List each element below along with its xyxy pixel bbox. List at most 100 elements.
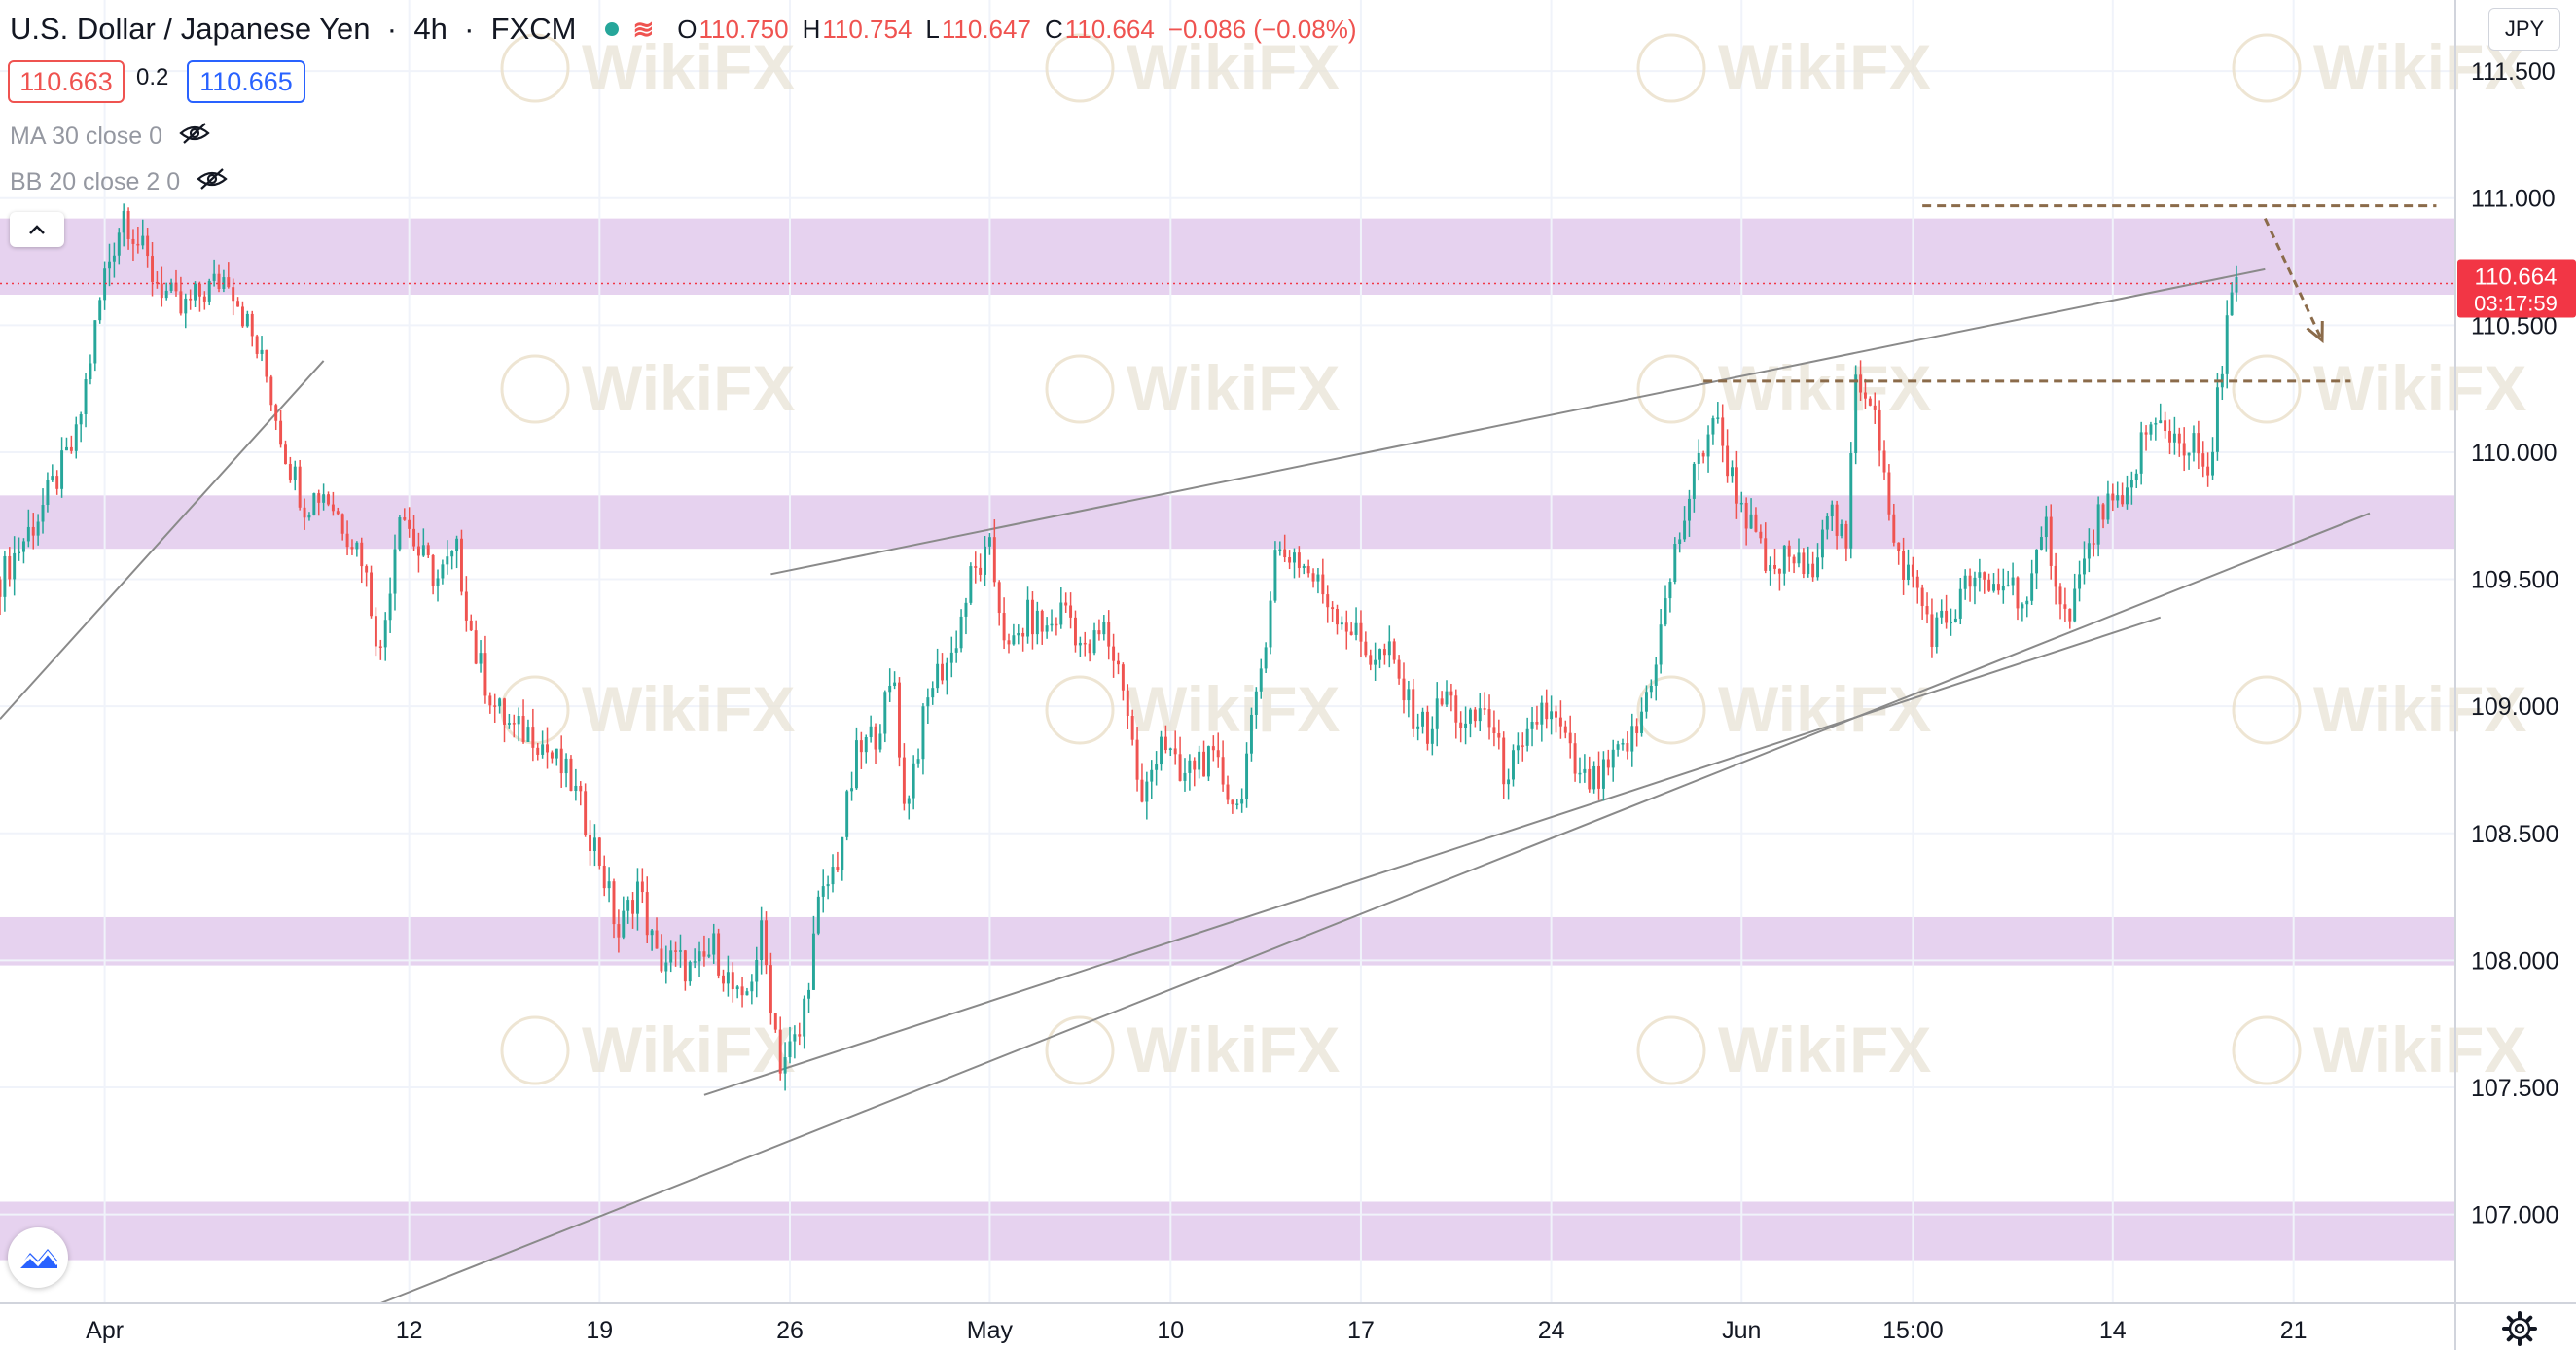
candle-down <box>464 591 468 621</box>
candle-down <box>1626 743 1629 752</box>
candle-down <box>1306 566 1310 574</box>
candle-down <box>2054 565 2057 587</box>
watermark-emblem-icon <box>1636 1015 1706 1085</box>
price-tick-label: 110.000 <box>2471 440 2558 467</box>
candle-up <box>854 740 858 789</box>
candle-down <box>1326 594 1330 608</box>
watermark-text: WikiFX <box>582 673 795 745</box>
candle-up <box>112 255 116 262</box>
watermark-emblem-icon <box>1045 33 1115 103</box>
interval-separator: · <box>378 12 406 46</box>
candle-down <box>602 865 606 889</box>
candle-down <box>1321 574 1325 595</box>
candle-up <box>98 300 102 321</box>
watermark-text: WikiFX <box>1718 673 1931 745</box>
candle-up <box>1716 417 1720 419</box>
candle-down <box>1735 467 1738 504</box>
candle-down <box>1983 572 1986 580</box>
candle-down <box>1792 556 1796 564</box>
candle-up <box>1078 642 1082 646</box>
symbol-title[interactable]: U.S. Dollar / Japanese Yen · 4h · FXCM <box>10 12 576 47</box>
candle-up <box>921 706 925 760</box>
candle-up <box>679 950 682 952</box>
watermark-emblem-icon <box>2232 33 2302 103</box>
candle-up <box>3 555 7 597</box>
currency-button[interactable]: JPY <box>2488 8 2560 51</box>
candle-down <box>1397 659 1401 679</box>
candle-up <box>1935 617 1939 648</box>
candle-up <box>1316 574 1320 582</box>
candle-down <box>521 716 525 742</box>
collapse-legend-button[interactable] <box>10 212 64 247</box>
candle-up <box>455 538 459 551</box>
settings-gear-icon[interactable] <box>2500 1309 2539 1348</box>
candle-down <box>550 752 554 759</box>
candle-down <box>269 376 273 406</box>
candle-up <box>1973 577 1977 587</box>
buy-button[interactable]: 110.665 <box>187 60 305 103</box>
candle-down <box>426 545 430 555</box>
candle-down <box>1097 630 1101 635</box>
candle-up <box>735 986 739 990</box>
candle-down <box>536 747 540 755</box>
candle-up <box>1512 750 1515 780</box>
candle-down <box>288 464 292 480</box>
eye-off-icon[interactable] <box>178 122 211 152</box>
watermark-emblem-icon <box>500 354 570 424</box>
candle-up <box>507 723 511 725</box>
candle-down <box>2164 420 2167 432</box>
candle-down <box>1835 504 1839 536</box>
candle-down <box>1178 754 1182 781</box>
candle-up <box>1092 630 1096 654</box>
candle-down <box>1344 622 1348 632</box>
candle-down <box>683 950 687 982</box>
candle-up <box>1012 635 1016 645</box>
sell-button[interactable]: 110.663 <box>8 60 125 103</box>
candle-down <box>126 210 130 239</box>
chevron-up-icon <box>29 225 45 234</box>
indicator-bb[interactable]: BB 20 close 2 0 <box>10 163 229 200</box>
eye-off-icon[interactable] <box>196 167 229 197</box>
candle-up <box>1601 759 1605 789</box>
candle-up <box>1340 622 1343 625</box>
candle-up <box>1188 760 1192 773</box>
candle-up <box>1664 598 1667 625</box>
candle-up <box>607 881 611 889</box>
candle-up <box>1820 529 1824 558</box>
candle-up <box>2073 588 2077 622</box>
candle-up <box>1611 749 1615 768</box>
candle-up <box>260 349 264 354</box>
candle-up <box>194 283 197 301</box>
candlesticks <box>0 203 2238 1091</box>
candle-down <box>1459 722 1463 728</box>
candle-down <box>1764 538 1768 571</box>
candle-up <box>1278 549 1282 551</box>
candle-up <box>1644 692 1648 712</box>
candle-up <box>949 652 953 663</box>
price-tick-label: 107.000 <box>2471 1202 2558 1229</box>
trendline <box>0 360 325 720</box>
candle-up <box>984 546 987 575</box>
price-tick-label: 108.500 <box>2471 821 2558 848</box>
candle-up <box>811 933 815 990</box>
tradingview-logo[interactable] <box>8 1227 68 1288</box>
candle-up <box>821 886 825 897</box>
candle-down <box>717 933 721 976</box>
candle-down <box>1915 576 1919 588</box>
watermark-emblem-icon <box>2232 354 2302 424</box>
candle-down <box>2206 466 2210 476</box>
candle-up <box>207 280 211 302</box>
candle-down <box>1945 610 1949 623</box>
candle-down <box>1083 642 1087 645</box>
candle-down <box>1844 523 1848 549</box>
candle-down <box>2168 431 2171 443</box>
candle-down <box>8 555 12 580</box>
candle-down <box>327 494 330 505</box>
candle-up <box>664 962 668 972</box>
candle-up <box>1468 709 1472 724</box>
candle-up <box>926 697 930 707</box>
close-value: 110.664 <box>1064 14 1155 44</box>
indicator-ma[interactable]: MA 30 close 0 <box>10 118 211 155</box>
time-tick-label: 14 <box>2099 1317 2127 1344</box>
